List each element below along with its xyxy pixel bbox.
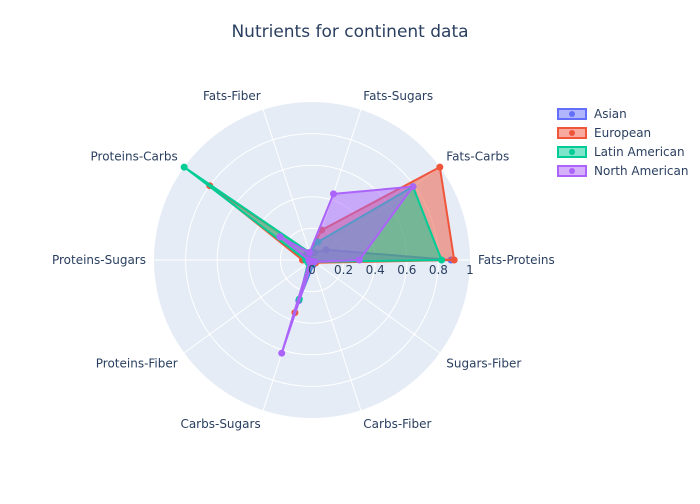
radial-tick-label: 0.4 xyxy=(366,263,385,277)
category-label: Proteins-Sugars xyxy=(52,253,146,267)
data-point[interactable] xyxy=(306,248,314,256)
category-label: Carbs-Fiber xyxy=(363,417,431,431)
legend-item[interactable]: Asian xyxy=(557,107,627,121)
data-point[interactable] xyxy=(311,258,319,266)
category-label: Sugars-Fiber xyxy=(446,357,521,371)
legend-label: Latin American xyxy=(594,145,685,159)
data-point[interactable] xyxy=(355,256,363,264)
data-point[interactable] xyxy=(438,256,446,264)
data-point[interactable] xyxy=(450,256,458,264)
category-label: Proteins-Carbs xyxy=(91,149,178,163)
data-point[interactable] xyxy=(329,190,337,198)
category-label: Fats-Proteins xyxy=(478,253,555,267)
axis-labels: Fats-Proteins Fats-Carbs Fats-Sugars Fats-F… xyxy=(52,89,555,431)
legend-label: North American xyxy=(594,164,688,178)
grid-spoke xyxy=(311,259,362,411)
legend-marker xyxy=(569,130,575,136)
legend-item[interactable]: Latin American xyxy=(557,145,685,159)
series-north-american[interactable] xyxy=(276,183,417,357)
data-point[interactable] xyxy=(409,183,417,191)
series-layer xyxy=(180,163,458,357)
grid-spoke xyxy=(262,109,313,261)
legend-marker xyxy=(569,111,575,117)
legend[interactable]: Asian European Latin American North America… xyxy=(557,107,688,178)
chart-title: Nutrients for continent data xyxy=(231,22,468,42)
legend-item[interactable]: European xyxy=(557,126,651,140)
radial-tick-label: 0 xyxy=(308,263,316,277)
data-point[interactable] xyxy=(180,163,188,171)
category-label: Fats-Carbs xyxy=(446,149,509,163)
category-label: Fats-Sugars xyxy=(363,89,433,103)
radial-tick-label: 1 xyxy=(466,263,474,277)
category-label: Proteins-Fiber xyxy=(96,357,178,371)
data-point[interactable] xyxy=(276,233,284,241)
legend-item[interactable]: North American xyxy=(557,164,688,178)
data-point[interactable] xyxy=(278,349,286,357)
legend-marker xyxy=(569,149,575,155)
legend-marker xyxy=(569,168,575,174)
category-label: Carbs-Sugars xyxy=(180,417,260,431)
category-label: Fats-Fiber xyxy=(203,89,261,103)
radial-tick-label: 0.6 xyxy=(397,263,416,277)
radial-tick-label: 0.8 xyxy=(429,263,448,277)
grid-spoke xyxy=(183,259,313,354)
radial-tick-label: 0.2 xyxy=(334,263,353,277)
data-point[interactable] xyxy=(436,163,444,171)
legend-label: European xyxy=(594,126,651,140)
grid-spoke xyxy=(311,259,441,354)
legend-label: Asian xyxy=(594,107,627,121)
